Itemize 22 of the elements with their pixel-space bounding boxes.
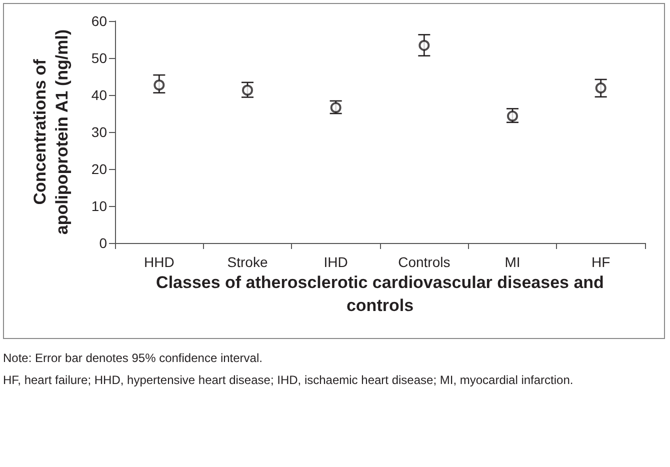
y-tick-label: 50 [91,50,108,66]
x-tick-label: HF [591,254,610,270]
y-tick-label: 10 [91,198,108,214]
y-tick-label: 40 [91,87,108,103]
x-axis-title: Classes of atherosclerotic cardiovascular diseases and controls [155,272,605,317]
y-tick-label: 20 [91,161,108,177]
y-tick-label: 0 [99,235,108,251]
y-axis-title: Concentrations of apolipoprotein A1 (ng/ml) [30,29,72,235]
point [418,40,430,51]
x-tick-label: MI [504,254,520,270]
x-tick-label: Stroke [227,254,268,270]
x-tick-label: IHD [324,254,348,270]
point [595,82,606,94]
point [242,84,253,96]
y-tick-label: 60 [91,13,108,29]
y-tick-label: 30 [91,124,108,140]
point [154,80,165,91]
text: HF, heart failure; HHD, hypertensive heart disease; IHD, ischaemic heart disease; MI, myocardial infarction. [3,372,574,388]
x-tick-label: HHD [144,254,174,270]
point [507,110,518,122]
x-tick-label: Controls [398,254,450,270]
text: Note: Error bar denotes 95% confidence interval. [3,350,264,366]
